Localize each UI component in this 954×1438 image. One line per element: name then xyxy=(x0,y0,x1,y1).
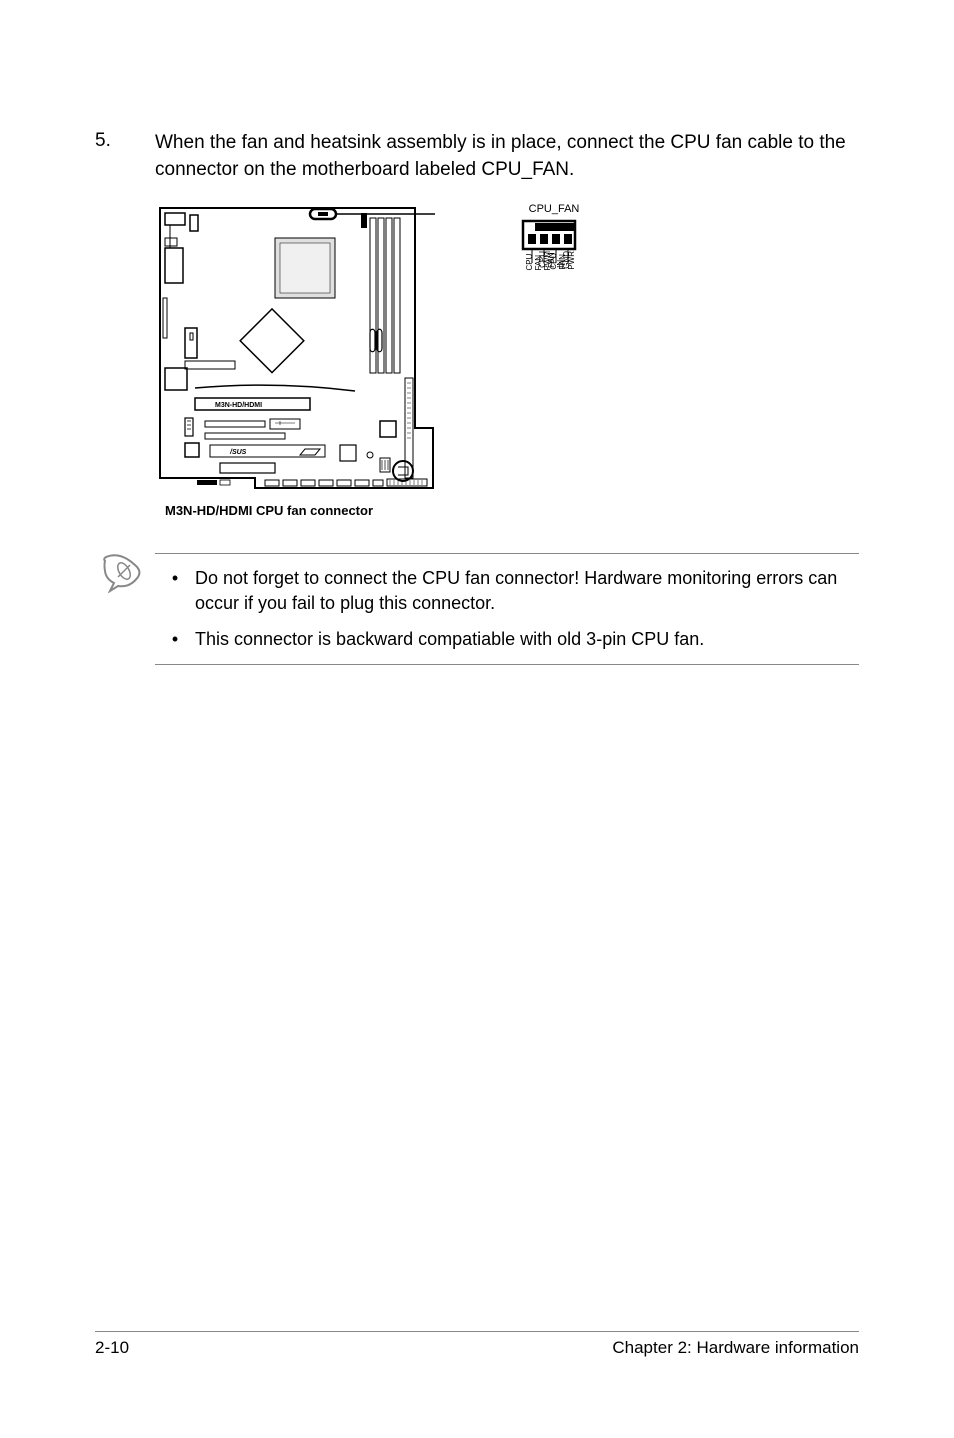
note-text-1: Do not forget to connect the CPU fan con… xyxy=(195,566,859,616)
svg-text:/SUS: /SUS xyxy=(229,449,247,456)
pin-label-3: GND xyxy=(562,251,571,269)
page-number: 2-10 xyxy=(95,1338,129,1358)
page-content: 5. When the fan and heatsink assembly is… xyxy=(0,0,954,665)
chapter-title: Chapter 2: Hardware information xyxy=(612,1338,859,1358)
connector-detail: CPU_FAN CPU FAN PWM CPU FAN IN xyxy=(515,203,585,333)
step-text: When the fan and heatsink assembly is in… xyxy=(155,130,859,183)
step-number: 5. xyxy=(95,130,155,183)
board-label-text: M3N-HD/HDMI xyxy=(215,402,262,409)
note-content: • Do not forget to connect the CPU fan c… xyxy=(155,553,859,665)
figure-area: M3N-HD/HDMI /SUS xyxy=(155,203,859,533)
note-bullet-1: • Do not forget to connect the CPU fan c… xyxy=(155,566,859,616)
connector-svg xyxy=(515,218,585,328)
note-icon xyxy=(95,553,155,598)
note-block: • Do not forget to connect the CPU fan c… xyxy=(95,553,859,665)
bullet-dot: • xyxy=(155,566,195,616)
note-text-2: This connector is backward compatiable w… xyxy=(195,627,704,652)
figure-caption: M3N-HD/HDMI CPU fan connector xyxy=(165,503,373,518)
note-bullet-2: • This connector is backward compatiable… xyxy=(155,627,859,652)
bullet-dot: • xyxy=(155,627,195,652)
motherboard-diagram: M3N-HD/HDMI /SUS xyxy=(155,203,435,498)
page-footer: 2-10 Chapter 2: Hardware information xyxy=(95,1331,859,1358)
connector-label: CPU_FAN xyxy=(523,203,585,215)
step-row: 5. When the fan and heatsink assembly is… xyxy=(95,130,859,183)
